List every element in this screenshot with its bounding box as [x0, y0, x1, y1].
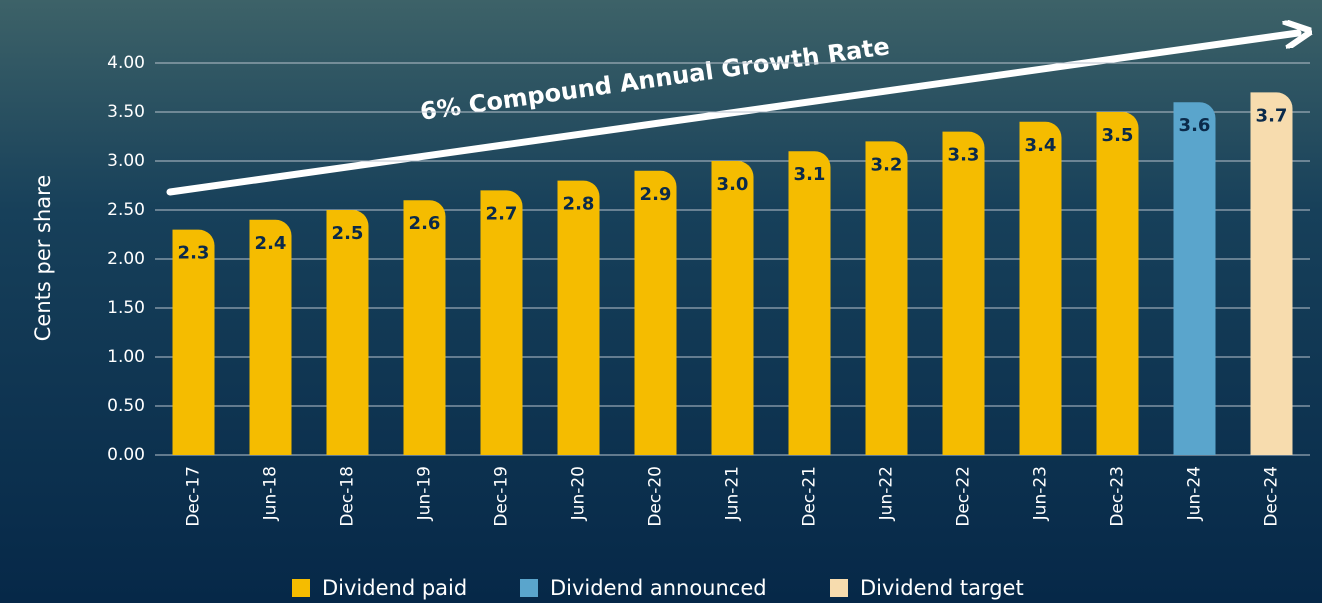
y-tick-label: 0.50 — [107, 396, 145, 416]
bar — [326, 210, 369, 455]
bar — [557, 180, 600, 455]
bar — [711, 161, 754, 455]
x-tick-label: Dec-23 — [1108, 466, 1128, 527]
y-tick-label: 4.00 — [107, 53, 145, 73]
bar — [634, 170, 677, 456]
value-label: 2.3 — [178, 243, 210, 264]
y-tick-label: 1.00 — [107, 347, 145, 367]
x-tick-label: Jun-18 — [261, 466, 281, 521]
bar — [1096, 112, 1139, 455]
value-label: 3.6 — [1179, 115, 1211, 136]
legend-swatch — [520, 579, 538, 597]
value-label: 2.6 — [409, 213, 441, 234]
value-label: 3.2 — [871, 154, 903, 175]
x-tick-label: Dec-18 — [338, 466, 358, 527]
x-tick-label: Dec-24 — [1262, 466, 1282, 527]
x-tick-label: Jun-22 — [877, 466, 897, 521]
legend-label: Dividend paid — [322, 576, 467, 600]
x-tick-label: Dec-22 — [954, 466, 974, 527]
bar — [249, 219, 292, 455]
x-tick-label: Jun-23 — [1031, 466, 1051, 521]
x-tick-label: Jun-19 — [415, 466, 435, 521]
value-label: 2.9 — [640, 184, 672, 205]
legend-label: Dividend target — [860, 576, 1024, 600]
bar — [788, 151, 831, 455]
y-tick-label: 2.50 — [107, 200, 145, 220]
x-tick-label: Dec-19 — [492, 466, 512, 527]
bar — [865, 141, 908, 455]
y-tick-label: 3.50 — [107, 102, 145, 122]
x-tick-label: Dec-17 — [184, 466, 204, 527]
x-tick-label: Jun-20 — [569, 466, 589, 521]
value-label: 3.5 — [1102, 125, 1134, 146]
x-tick-label: Dec-21 — [800, 466, 820, 527]
value-label: 3.0 — [717, 174, 749, 195]
y-tick-label: 2.00 — [107, 249, 145, 269]
bar — [1250, 92, 1293, 456]
value-label: 3.4 — [1025, 135, 1057, 156]
bar — [1019, 121, 1062, 456]
y-axis-label: Cents per share — [31, 175, 55, 342]
value-label: 3.3 — [948, 145, 980, 166]
bar — [403, 200, 446, 455]
bar — [1173, 102, 1216, 455]
y-tick-label: 1.50 — [107, 298, 145, 318]
value-label: 3.1 — [794, 164, 826, 185]
value-label: 2.8 — [563, 194, 595, 215]
bar — [172, 229, 215, 455]
x-tick-label: Jun-21 — [723, 466, 743, 521]
bar — [480, 190, 523, 455]
bar — [942, 131, 985, 455]
value-label: 3.7 — [1256, 105, 1288, 126]
x-tick-label: Dec-20 — [646, 466, 666, 527]
y-tick-label: 3.00 — [107, 151, 145, 171]
x-tick-label: Jun-24 — [1185, 466, 1205, 521]
value-label: 2.5 — [332, 223, 364, 244]
value-label: 2.4 — [255, 233, 287, 254]
y-tick-label: 0.00 — [107, 445, 145, 465]
legend-swatch — [292, 579, 310, 597]
legend-label: Dividend announced — [550, 576, 767, 600]
legend-swatch — [830, 579, 848, 597]
value-label: 2.7 — [486, 203, 518, 224]
